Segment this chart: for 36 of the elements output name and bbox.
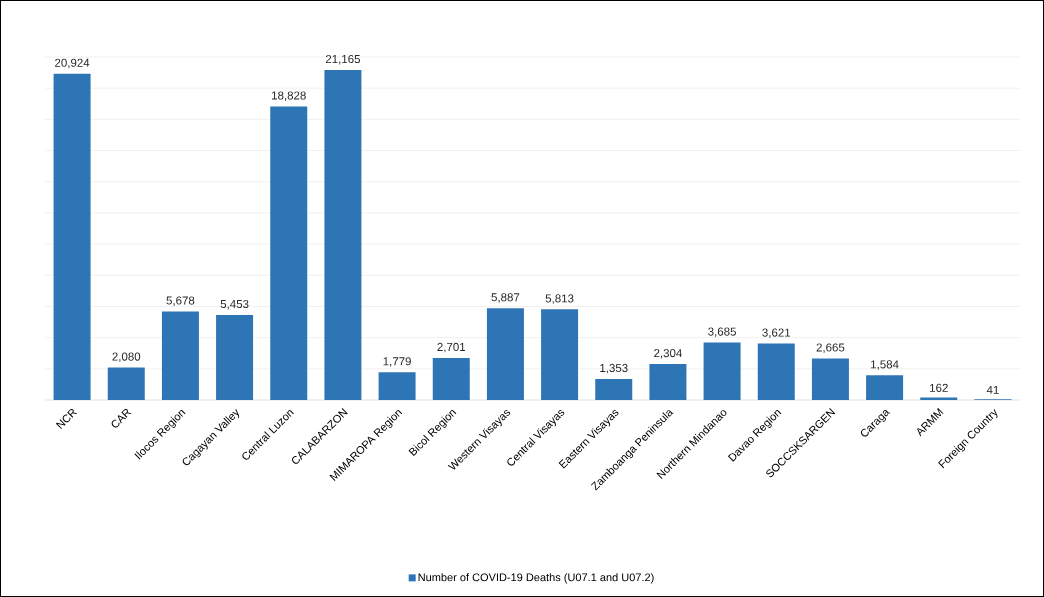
data-label: 20,924 <box>55 58 90 69</box>
data-label: 2,701 <box>437 342 466 353</box>
bar <box>757 343 795 400</box>
data-label: 1,584 <box>871 360 899 370</box>
data-label: 5,453 <box>220 299 249 310</box>
data-label: 41 <box>986 385 999 394</box>
bar <box>324 70 362 400</box>
data-label: 2,665 <box>816 343 845 353</box>
bar <box>811 358 849 400</box>
bar <box>161 311 199 400</box>
bar <box>378 372 416 400</box>
bar <box>486 308 524 400</box>
legend-label: Number of COVID-19 Deaths (U07.1 and U07.2) <box>418 573 654 584</box>
bar <box>595 378 633 400</box>
data-label: 3,685 <box>708 327 736 338</box>
data-label: 5,678 <box>166 296 195 306</box>
bar <box>270 106 308 400</box>
bar <box>432 357 470 400</box>
bar <box>920 397 958 400</box>
bar <box>53 73 91 400</box>
data-label: 3,621 <box>762 328 791 339</box>
bar <box>107 367 145 400</box>
bar <box>649 364 687 400</box>
bar <box>866 375 904 400</box>
bar <box>216 314 254 400</box>
data-label: 18,828 <box>272 91 306 101</box>
bar <box>541 309 579 400</box>
data-label: 1,353 <box>600 363 628 374</box>
data-label: 2,080 <box>112 352 141 363</box>
data-label: 5,813 <box>545 294 574 304</box>
data-label: 162 <box>930 383 948 392</box>
data-label: 21,165 <box>325 54 361 65</box>
data-label: 5,887 <box>491 293 520 303</box>
data-label: 2,304 <box>654 349 682 359</box>
bar <box>703 342 741 400</box>
data-label: 1,779 <box>383 357 411 367</box>
